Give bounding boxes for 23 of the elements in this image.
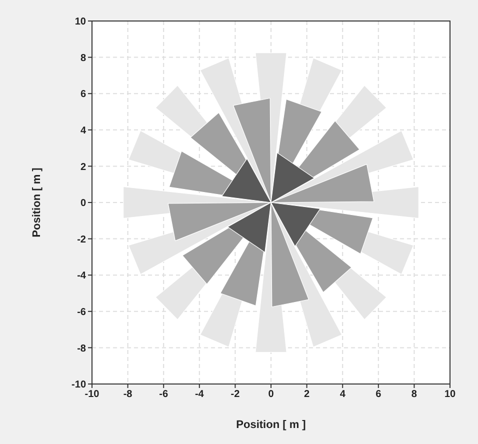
x-tick-label: -2 [230,389,240,400]
y-tick-label: 4 [80,125,86,136]
x-tick-label: -8 [123,389,133,400]
x-tick-label: 2 [304,389,310,400]
x-tick-label: 4 [340,389,346,400]
y-tick-label: -4 [77,270,86,282]
y-axis-title: Position [ m ] [30,167,43,238]
x-axis-title: Position [ m ] [236,419,306,431]
x-tick-label: 6 [376,389,382,400]
x-tick-label: 0 [268,389,274,400]
y-tick-label: 6 [80,89,86,100]
x-tick-label: 10 [444,389,456,400]
y-tick-label: -2 [77,234,86,246]
y-tick-label: 8 [80,52,86,64]
y-tick-label: -6 [77,306,86,318]
x-tick-label: 8 [411,389,418,400]
y-tick-label: -8 [77,343,86,354]
y-tick-label: 0 [80,198,86,210]
x-tick-label: -4 [194,389,204,400]
y-tick-label: 2 [80,162,86,173]
y-tick-label: 10 [74,16,86,28]
y-tick-label: -10 [72,380,86,391]
x-tick-label: -6 [159,389,168,400]
